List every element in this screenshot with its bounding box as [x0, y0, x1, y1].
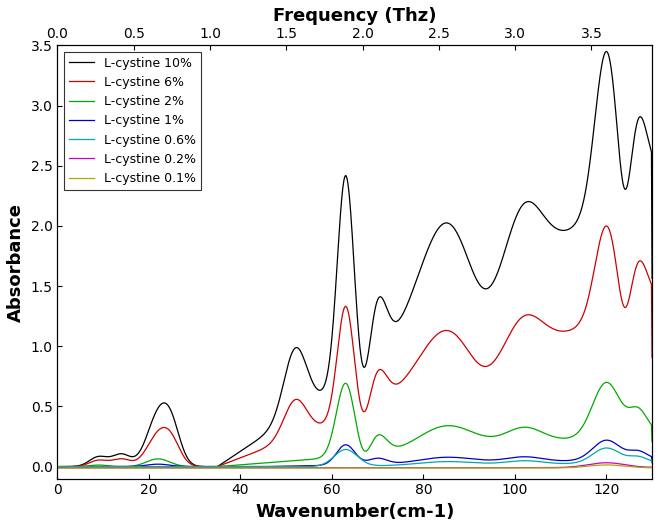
L-cystine 0.2%	[648, 464, 656, 470]
L-cystine 6%	[522, 312, 530, 318]
L-cystine 6%	[84, 460, 92, 467]
L-cystine 2%	[213, 464, 221, 470]
L-cystine 10%	[327, 343, 335, 350]
L-cystine 0.1%	[631, 464, 639, 470]
L-cystine 0.6%	[602, 445, 610, 451]
L-cystine 1%	[327, 457, 335, 463]
L-cystine 2%	[343, 381, 351, 387]
L-cystine 0.6%	[84, 464, 92, 470]
L-cystine 6%	[631, 267, 639, 273]
L-cystine 10%	[522, 199, 530, 205]
L-cystine 6%	[602, 223, 610, 229]
L-cystine 0.2%	[55, 465, 63, 471]
Line: L-cystine 6%: L-cystine 6%	[57, 226, 652, 467]
Legend: L-cystine 10%, L-cystine 6%, L-cystine 2%, L-cystine 1%, L-cystine 0.6%, L-cysti: L-cystine 10%, L-cystine 6%, L-cystine 2…	[64, 52, 200, 190]
L-cystine 1%	[343, 442, 351, 448]
L-cystine 2%	[84, 463, 92, 469]
L-cystine 1%	[603, 437, 611, 444]
L-cystine 0.1%	[522, 465, 530, 471]
L-cystine 0.6%	[648, 460, 656, 466]
L-cystine 0.1%	[648, 464, 656, 470]
L-cystine 2%	[631, 403, 639, 410]
L-cystine 0.2%	[522, 465, 530, 471]
L-cystine 2%	[327, 433, 335, 440]
L-cystine 6%	[631, 268, 639, 274]
L-cystine 10%	[648, 275, 656, 281]
L-cystine 1%	[522, 454, 530, 460]
L-cystine 0.6%	[631, 452, 639, 459]
L-cystine 2%	[522, 424, 530, 430]
L-cystine 10%	[631, 128, 639, 134]
L-cystine 0.6%	[631, 452, 639, 459]
X-axis label: Wavenumber(cm-1): Wavenumber(cm-1)	[255, 503, 455, 521]
Line: L-cystine 0.1%: L-cystine 0.1%	[57, 465, 652, 468]
L-cystine 0.1%	[84, 465, 92, 471]
L-cystine 0.1%	[53, 464, 61, 470]
L-cystine 10%	[343, 175, 351, 181]
L-cystine 2%	[631, 403, 639, 410]
L-cystine 2%	[648, 439, 656, 445]
L-cystine 0.1%	[602, 462, 610, 468]
Y-axis label: Absorbance: Absorbance	[7, 203, 25, 322]
L-cystine 0.2%	[84, 465, 92, 471]
L-cystine 6%	[213, 464, 221, 470]
L-cystine 0.1%	[55, 465, 63, 471]
Line: L-cystine 1%: L-cystine 1%	[57, 440, 652, 467]
Line: L-cystine 0.6%: L-cystine 0.6%	[57, 448, 652, 467]
L-cystine 10%	[213, 464, 221, 470]
L-cystine 1%	[53, 464, 61, 470]
L-cystine 10%	[631, 129, 639, 136]
L-cystine 0.1%	[327, 465, 335, 471]
L-cystine 2%	[602, 379, 610, 385]
Line: L-cystine 0.2%: L-cystine 0.2%	[57, 463, 652, 468]
L-cystine 0.6%	[522, 458, 530, 464]
L-cystine 10%	[84, 459, 92, 465]
Line: L-cystine 10%: L-cystine 10%	[57, 52, 652, 467]
Line: L-cystine 2%: L-cystine 2%	[57, 382, 652, 467]
L-cystine 0.2%	[327, 465, 335, 471]
L-cystine 6%	[343, 304, 351, 310]
L-cystine 1%	[648, 457, 656, 463]
L-cystine 1%	[631, 447, 639, 453]
L-cystine 0.2%	[53, 464, 61, 470]
L-cystine 0.6%	[327, 456, 335, 463]
L-cystine 0.2%	[631, 463, 639, 469]
L-cystine 0.2%	[343, 465, 351, 471]
L-cystine 0.2%	[631, 463, 639, 469]
L-cystine 1%	[84, 464, 92, 470]
L-cystine 2%	[53, 464, 61, 470]
L-cystine 0.6%	[343, 446, 351, 452]
L-cystine 0.6%	[53, 464, 61, 470]
L-cystine 0.1%	[343, 465, 351, 471]
L-cystine 6%	[327, 396, 335, 402]
L-cystine 0.2%	[602, 459, 610, 466]
L-cystine 6%	[53, 464, 61, 470]
X-axis label: Frequency (Thz): Frequency (Thz)	[273, 7, 436, 25]
L-cystine 10%	[53, 464, 61, 470]
L-cystine 0.1%	[631, 464, 639, 470]
L-cystine 6%	[648, 354, 656, 361]
L-cystine 10%	[602, 49, 610, 55]
L-cystine 1%	[631, 447, 639, 453]
